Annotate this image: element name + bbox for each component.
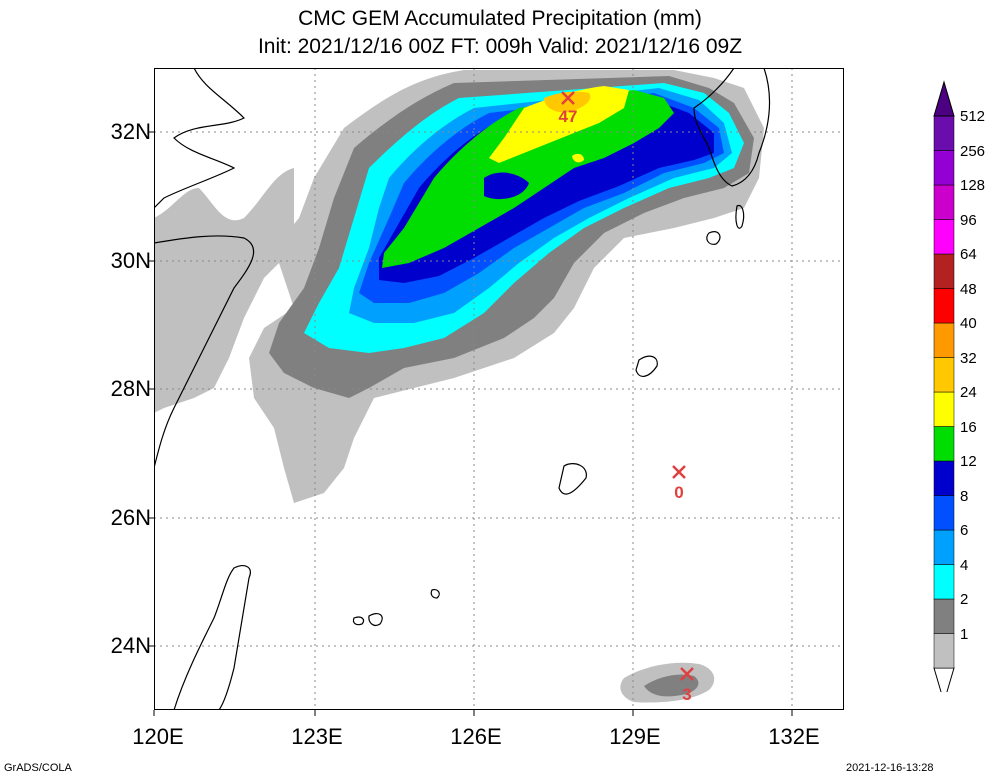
colorbar-label: 256 <box>960 142 986 160</box>
colorbar-label: 48 <box>960 280 977 298</box>
colorbar-label: 40 <box>960 315 977 332</box>
lat-label-32n: 32N <box>110 119 151 144</box>
colorbar-swatch <box>933 564 955 600</box>
china-coast <box>154 68 255 469</box>
colorbar-label: 2 <box>960 591 969 608</box>
ryukyu-island-2 <box>558 463 587 495</box>
colorbar-swatch <box>933 115 955 151</box>
colorbar-swatch <box>933 495 955 531</box>
colorbar-swatch <box>933 391 955 427</box>
ryukyu-island-1 <box>635 355 658 377</box>
station-value-3: 3 <box>682 685 691 704</box>
colorbar-label: 64 <box>960 246 977 263</box>
station-marker-3: 3 <box>680 667 694 704</box>
colorbar-label: 128 <box>960 177 986 194</box>
tanegashima <box>735 204 745 229</box>
precip-fields <box>154 70 764 703</box>
lat-label-30n: 30N <box>110 248 151 273</box>
colorbar-swatch <box>933 598 955 634</box>
miyako <box>430 589 440 599</box>
precipitation-map: 47 0 3 <box>154 68 844 710</box>
colorbar-bottom-arrow <box>933 667 955 692</box>
colorbar-label: 32 <box>960 349 977 367</box>
lat-label-24n: 24N <box>110 633 151 658</box>
colorbar-swatch <box>933 288 955 324</box>
footer-timestamp: 2021-12-16-13:28 <box>846 762 934 774</box>
lat-label-28n: 28N <box>110 376 151 401</box>
chart-subtitle: Init: 2021/12/16 00Z FT: 009h Valid: 202… <box>257 35 743 58</box>
precip-32mm-region <box>544 91 591 113</box>
colorbar-label: 24 <box>960 384 977 401</box>
precip-12mm-hole <box>484 172 529 200</box>
station-value-2: 0 <box>674 483 683 502</box>
lon-label-126e: 126E <box>450 724 502 749</box>
precip-24mm-region <box>489 86 629 163</box>
precip-24mm-spot <box>572 153 584 163</box>
colorbar-swatch <box>933 253 955 289</box>
precip-2mm-south <box>644 674 699 697</box>
station-marker-1: 47 <box>559 91 578 126</box>
lon-label-132e: 132E <box>768 724 820 749</box>
colorbar-swatch <box>933 357 955 393</box>
colorbar-top-arrow <box>933 80 955 117</box>
chart-title: CMC GEM Accumulated Precipitation (mm) <box>298 7 702 30</box>
colorbar-label: 8 <box>960 487 969 505</box>
lon-label-120e: 120E <box>132 724 184 749</box>
lat-label-26n: 26N <box>110 505 151 530</box>
colorbar-swatch <box>933 322 955 358</box>
footer-credit: GrADS/COLA <box>4 762 72 774</box>
station-markers: 47 0 3 <box>559 91 694 704</box>
lon-label-123e: 123E <box>291 724 343 749</box>
colorbar-swatch <box>933 150 955 186</box>
station-value-1: 47 <box>559 107 578 126</box>
colorbar-swatch <box>933 633 955 669</box>
colorbar-label: 4 <box>960 556 969 574</box>
yakushima <box>706 231 721 245</box>
grid-lines <box>154 68 844 710</box>
precip-1mm-coast <box>154 168 294 413</box>
ishigaki <box>368 612 383 627</box>
colorbar-label: 12 <box>960 453 977 470</box>
taiwan-coast <box>173 565 251 710</box>
colorbar-label: 96 <box>960 211 977 229</box>
colorbar <box>933 80 955 692</box>
precip-16mm-region <box>382 90 674 268</box>
colorbar-label: 6 <box>960 522 969 539</box>
station-marker-2: 0 <box>672 465 686 502</box>
colorbar-swatch <box>933 426 955 462</box>
colorbar-swatch <box>933 529 955 565</box>
axis-ticks <box>148 131 793 716</box>
yonaguni <box>352 616 365 626</box>
colorbar-swatch <box>933 460 955 496</box>
colorbar-label: 1 <box>960 625 969 643</box>
colorbar-swatch <box>933 219 955 255</box>
colorbar-swatch <box>933 184 955 220</box>
lon-label-129e: 129E <box>609 724 661 749</box>
colorbar-label: 16 <box>960 418 977 436</box>
map-panel: 47 0 3 <box>154 68 844 710</box>
colorbar-label: 512 <box>960 108 986 125</box>
